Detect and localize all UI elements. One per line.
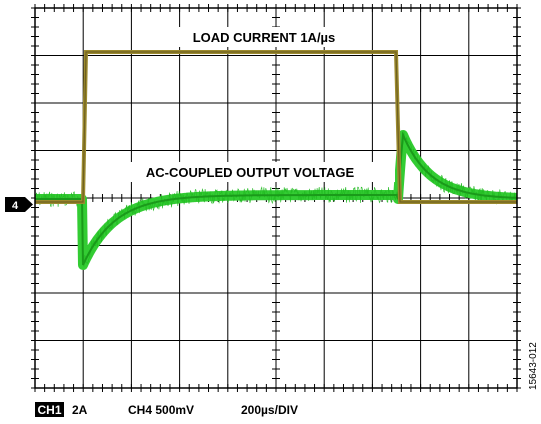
timebase: 200µs/DIV — [241, 403, 298, 417]
label-bg — [105, 162, 395, 182]
channel-marker-box — [5, 197, 25, 212]
screen-border — [34, 7, 518, 389]
voltage-noise — [34, 130, 517, 267]
ch1-box — [35, 402, 64, 417]
figure-id: 15643-012 — [528, 342, 539, 390]
channel-marker: 4 — [12, 200, 19, 212]
waveforms — [31, 50, 521, 270]
label-bg — [158, 27, 370, 47]
ch1: CH1 — [37, 403, 61, 417]
ch4-scale: CH4 500mV — [128, 403, 194, 417]
ch1-scale: 2A — [72, 403, 88, 417]
channel-marker-arrow — [25, 197, 33, 212]
voltage-label: AC-COUPLED OUTPUT VOLTAGE — [146, 165, 355, 180]
current-trace-core — [35, 51, 517, 203]
current-label: LOAD CURRENT 1A/µs — [193, 30, 336, 45]
voltage-core — [35, 131, 517, 266]
